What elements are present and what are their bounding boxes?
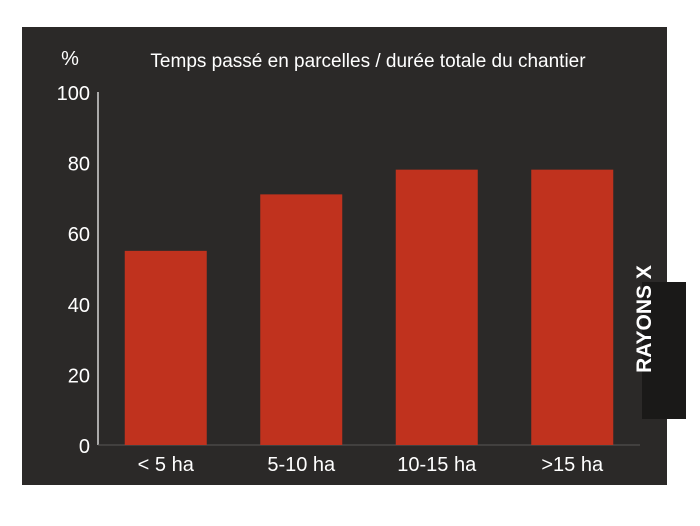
x-tick-label: < 5 ha — [138, 454, 195, 476]
bar — [124, 250, 207, 445]
y-tick-label: 100 — [57, 83, 90, 105]
bar-chart: 0 20 40 60 80 100% Temps passé en parcelles / … — [57, 48, 656, 476]
bar — [260, 194, 343, 445]
chart-panel: 0 20 40 60 80 100% Temps passé en parcelles / … — [22, 27, 686, 485]
x-tick-label: >15 ha — [541, 454, 604, 476]
y-tick-label: 80 — [68, 154, 90, 176]
chart-title: Temps passé en parcelles / durée totale … — [150, 51, 586, 72]
x-tick-label: 5-10 ha — [267, 454, 336, 476]
bar — [395, 169, 478, 445]
y-axis-label: % — [61, 48, 79, 70]
y-tick-label: 0 — [79, 436, 90, 458]
y-tick-label: 40 — [68, 295, 90, 317]
y-tick-label: 60 — [68, 224, 90, 246]
x-tick-label: 10-15 ha — [397, 454, 477, 476]
labels: 0 20 40 60 80 100% Temps passé en parcelles / … — [57, 48, 656, 476]
side-tab — [642, 282, 686, 419]
bars — [124, 169, 614, 445]
bar — [531, 169, 614, 445]
watermark-text: RAYONS X — [633, 265, 656, 373]
y-tick-label: 20 — [68, 365, 90, 387]
